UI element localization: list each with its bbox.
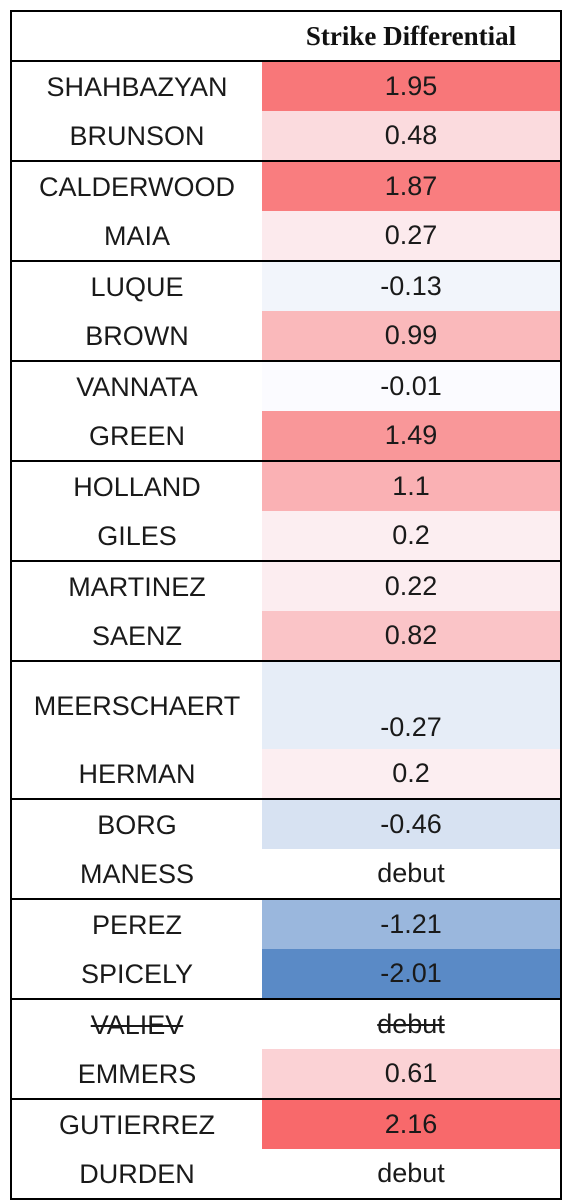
table-row: GREEN 1.49 [12,411,560,460]
strike-differential-value: -2.01 [262,949,560,998]
table-row: MARTINEZ 0.22 [12,562,560,611]
fighter-name: SPICELY [80,958,194,989]
table-row: HOLLAND 1.1 [12,462,560,511]
table-row: BROWN 0.99 [12,311,560,360]
fighter-name: BORG [97,809,177,840]
table-row: DURDEN debut [12,1149,560,1198]
fighter-name: BRUNSON [69,120,205,151]
fight-group: VALIEV debut EMMERS 0.61 [12,998,560,1098]
strike-differential-value: -0.13 [262,262,560,311]
table-row: MEERSCHAERT -0.27 [12,662,560,749]
header-row: Strike Differential [12,10,560,60]
table-row: HERMAN 0.2 [12,749,560,798]
fight-group: BORG -0.46 MANESS debut [12,798,560,898]
strike-differential-value: debut [262,1149,560,1198]
strike-differential-value: 0.82 [262,611,560,660]
table-row: SAENZ 0.82 [12,611,560,660]
table-row: MANESS debut [12,849,560,898]
fighter-name: BROWN [85,320,189,351]
fighter-name: SHAHBAZYAN [46,71,228,102]
strike-differential-value: debut [262,849,560,898]
fighter-name: MEERSCHAERT [33,690,241,721]
table-row: BORG -0.46 [12,800,560,849]
table-row: CALDERWOOD 1.87 [12,162,560,211]
fighter-name: GREEN [88,420,186,451]
fighter-name: VANNATA [76,371,198,402]
fighter-name: MARTINEZ [68,571,206,602]
fighter-name: SAENZ [91,620,183,651]
fight-group: GUTIERREZ 2.16 DURDEN debut [12,1098,560,1198]
strike-differential-value: 1.49 [262,411,560,460]
strike-differential-value: debut [262,1000,560,1049]
fighter-name: EMMERS [77,1058,197,1089]
fighter-name: HERMAN [78,758,196,789]
table-row: VALIEV debut [12,1000,560,1049]
table-row: VANNATA -0.01 [12,362,560,411]
strike-differential-value: 1.1 [262,462,560,511]
fight-group: PEREZ -1.21 SPICELY -2.01 [12,898,560,998]
fighter-name: HOLLAND [73,471,201,502]
strike-differential-value: 0.27 [262,211,560,260]
strike-differential-value: 0.22 [262,562,560,611]
table-row: EMMERS 0.61 [12,1049,560,1098]
strike-differential-value: -1.21 [262,900,560,949]
strike-differential-value: 1.95 [262,62,560,111]
fight-group: MEERSCHAERT -0.27 HERMAN 0.2 [12,660,560,798]
fighter-name: CALDERWOOD [38,171,236,202]
fight-group: LUQUE -0.13 BROWN 0.99 [12,260,560,360]
strike-differential-value: -0.01 [262,362,560,411]
fighter-name: PEREZ [91,909,183,940]
strike-differential-value: 1.87 [262,162,560,211]
fighter-name: DURDEN [79,1158,195,1189]
fight-group: HOLLAND 1.1 GILES 0.2 [12,460,560,560]
table-row: MAIA 0.27 [12,211,560,260]
fight-group: VANNATA -0.01 GREEN 1.49 [12,360,560,460]
fighter-name: GILES [97,520,177,551]
table-row: PEREZ -1.21 [12,900,560,949]
strike-differential-value: 0.2 [262,511,560,560]
strike-differential-value: 0.61 [262,1049,560,1098]
fight-group: SHAHBAZYAN 1.95 BRUNSON 0.48 [12,60,560,160]
strike-differential-table: Strike Differential SHAHBAZYAN 1.95 BRUNSO… [10,10,562,1200]
table-row: GILES 0.2 [12,511,560,560]
fighter-name: VALIEV [90,1009,184,1040]
fighter-name: MANESS [79,858,195,889]
strike-differential-value: -0.27 [262,662,560,749]
table-row: SPICELY -2.01 [12,949,560,998]
table-row: BRUNSON 0.48 [12,111,560,160]
table-row: SHAHBAZYAN 1.95 [12,62,560,111]
header-strike-differential: Strike Differential [305,20,517,51]
strike-differential-value: 0.2 [262,749,560,798]
fight-group: MARTINEZ 0.22 SAENZ 0.82 [12,560,560,660]
table-row: GUTIERREZ 2.16 [12,1100,560,1149]
header-blank-cell [12,12,262,60]
fighter-name: GUTIERREZ [58,1109,215,1140]
table-row: LUQUE -0.13 [12,262,560,311]
fight-group: CALDERWOOD 1.87 MAIA 0.27 [12,160,560,260]
strike-differential-value: 0.48 [262,111,560,160]
fighter-name: MAIA [103,220,170,251]
fighter-name: LUQUE [90,271,184,302]
strike-differential-value: -0.46 [262,800,560,849]
strike-differential-value: 0.99 [262,311,560,360]
strike-differential-value: 2.16 [262,1100,560,1149]
